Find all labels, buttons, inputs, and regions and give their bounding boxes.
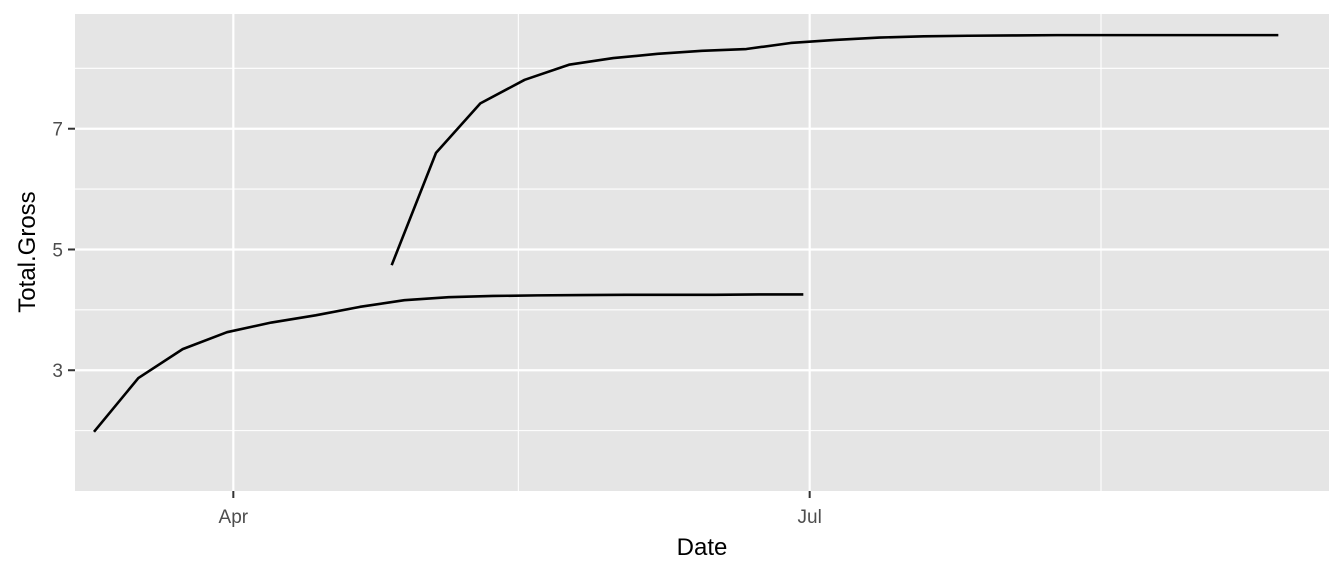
- panel-background: [75, 14, 1329, 491]
- x-axis-title: Date: [677, 534, 728, 561]
- x-tick-label: Jul: [798, 507, 822, 528]
- series-line-2: [390, 33, 1279, 266]
- series-layer: [92, 33, 1279, 433]
- major-gridlines: [75, 14, 1329, 491]
- axis-ticks: [68, 127, 811, 498]
- minor-gridlines: [75, 14, 1329, 491]
- y-tick-label: 3: [52, 361, 63, 382]
- y-axis-title: Total.Gross: [14, 191, 41, 312]
- y-tick-label: 7: [52, 120, 63, 141]
- x-tick-label: Apr: [219, 507, 249, 528]
- series-line-1: [92, 293, 804, 433]
- y-tick-label: 5: [52, 240, 63, 261]
- tick-labels: Apr Jul 3 5 7: [52, 120, 821, 528]
